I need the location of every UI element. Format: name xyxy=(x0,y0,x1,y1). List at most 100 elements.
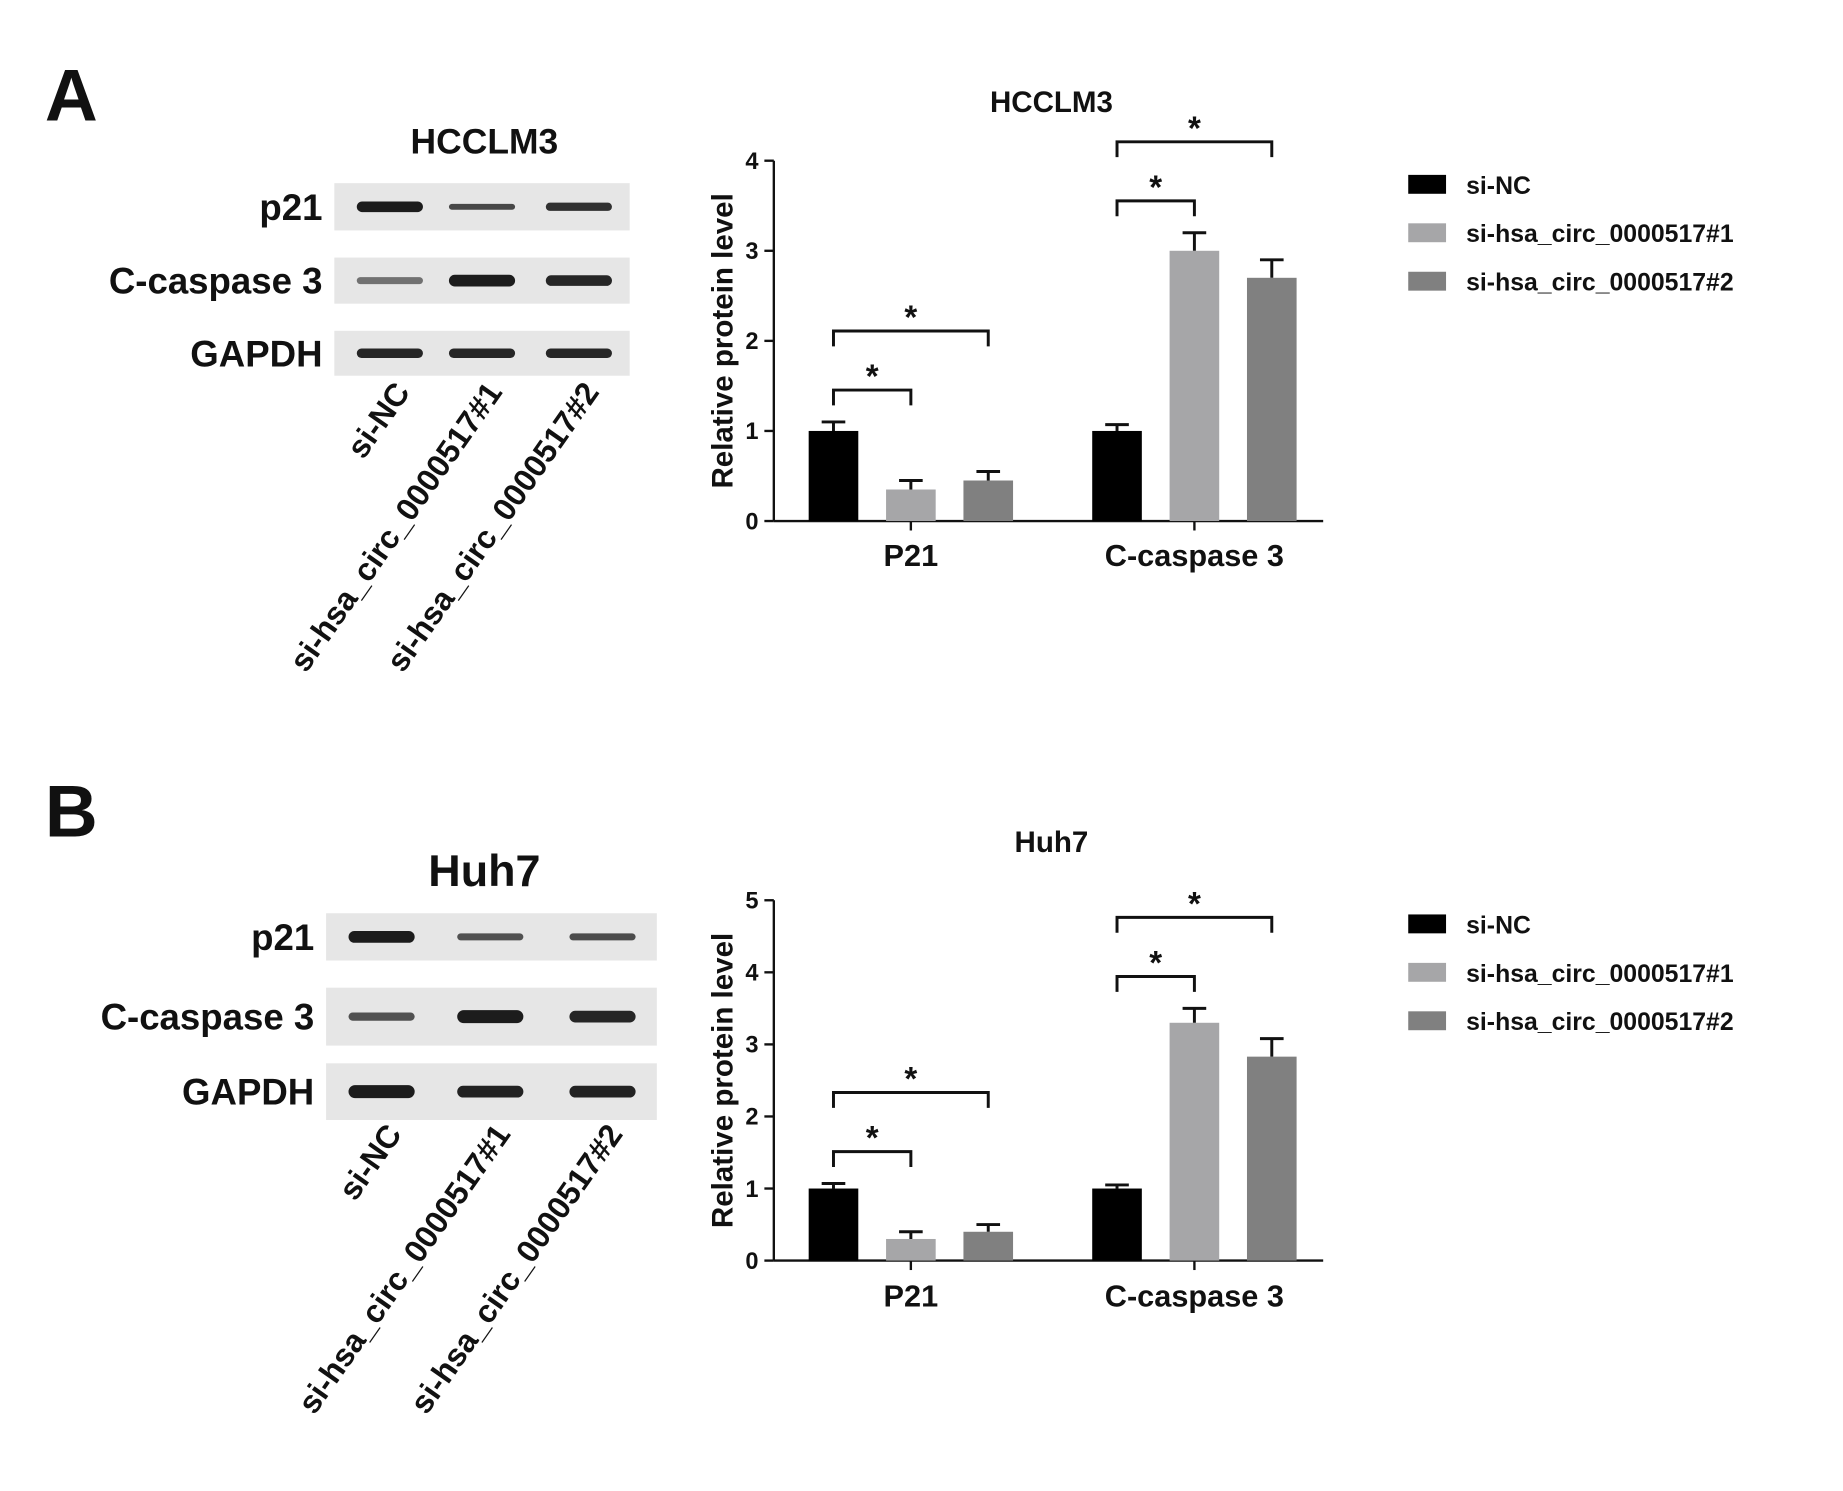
legend-swatch xyxy=(1408,223,1447,243)
error-bar xyxy=(976,1223,1001,1232)
y-tick-label: 2 xyxy=(745,1105,758,1131)
bar xyxy=(963,480,1014,522)
x-tick-label: P21 xyxy=(884,538,939,573)
error-bar xyxy=(899,479,923,490)
y-tick-label: 5 xyxy=(745,889,758,915)
blot-band xyxy=(348,1085,415,1099)
blot-band xyxy=(356,201,423,213)
significance-label: * xyxy=(904,1061,917,1098)
error-bar xyxy=(1182,1006,1207,1023)
blot-lane-label: si-hsa_circ_0000517#2 xyxy=(403,1118,630,1420)
error-bar xyxy=(976,470,1001,481)
significance-label: * xyxy=(1188,886,1201,923)
error-bar xyxy=(899,1230,923,1239)
bar xyxy=(1092,1188,1142,1261)
blot-band xyxy=(348,1012,415,1021)
legend-label: si-hsa_circ_0000517#1 xyxy=(1466,961,1734,988)
y-tick-label: 4 xyxy=(745,149,758,175)
blot-band xyxy=(348,930,415,943)
blot-band xyxy=(545,202,612,211)
blot-row-label: p21 xyxy=(259,187,322,228)
y-tick-label: 3 xyxy=(745,239,758,265)
significance-label: * xyxy=(1188,110,1201,147)
blot-lane-label: si-NC xyxy=(340,376,417,465)
legend-swatch xyxy=(1408,914,1447,934)
y-tick-label: 4 xyxy=(745,961,758,987)
significance-bracket xyxy=(832,1150,913,1167)
significance-bracket xyxy=(1115,140,1274,158)
blot-band xyxy=(569,933,636,941)
y-axis-label: Relative protein level xyxy=(706,933,739,1228)
error-bar xyxy=(1105,423,1129,431)
legend-swatch xyxy=(1408,962,1447,982)
significance-label: * xyxy=(1149,170,1162,207)
blot-band xyxy=(545,348,612,358)
y-tick-label: 2 xyxy=(745,329,758,355)
blot-band xyxy=(356,277,423,285)
bar xyxy=(1246,277,1297,522)
panel-letter: A xyxy=(45,55,98,137)
legend-swatch xyxy=(1408,1011,1447,1031)
blot-title: HCCLM3 xyxy=(411,122,559,162)
y-tick-label: 1 xyxy=(745,419,758,445)
bar xyxy=(808,430,859,522)
blot-band xyxy=(569,1010,636,1023)
bar xyxy=(1246,1056,1297,1261)
blot-row-label: C-caspase 3 xyxy=(109,261,323,302)
x-tick-label: C-caspase 3 xyxy=(1105,538,1284,573)
bar xyxy=(886,489,936,522)
y-tick-label: 0 xyxy=(745,1249,758,1275)
legend-label: si-NC xyxy=(1466,912,1531,939)
error-bar xyxy=(1259,258,1284,278)
significance-bracket xyxy=(832,388,913,406)
error-bar xyxy=(821,420,846,431)
bar xyxy=(886,1238,936,1261)
blot-row-label: p21 xyxy=(251,917,314,958)
chart-title: Huh7 xyxy=(1015,826,1089,859)
legend-label: si-NC xyxy=(1466,173,1531,200)
bar xyxy=(1169,1022,1220,1261)
significance-bracket xyxy=(1115,974,1196,992)
blot-band xyxy=(457,1010,524,1024)
legend-label: si-hsa_circ_0000517#1 xyxy=(1466,221,1734,248)
significance-label: * xyxy=(866,359,879,396)
bar xyxy=(808,1188,859,1261)
blot-lane-label: si-NC xyxy=(331,1118,408,1207)
bar xyxy=(963,1231,1014,1261)
significance-bracket xyxy=(832,329,990,347)
blot-title: Huh7 xyxy=(428,845,540,896)
blot-band xyxy=(448,203,516,210)
x-tick-label: C-caspase 3 xyxy=(1105,1279,1284,1314)
x-tick-label: P21 xyxy=(884,1279,939,1314)
error-bar xyxy=(1182,231,1207,251)
significance-label: * xyxy=(904,300,917,337)
panel-letter: B xyxy=(45,770,98,852)
chart-title: HCCLM3 xyxy=(990,86,1113,119)
legend-swatch xyxy=(1408,271,1447,291)
error-bar xyxy=(1259,1037,1284,1057)
y-tick-label: 0 xyxy=(745,509,758,535)
significance-bracket xyxy=(832,1091,990,1108)
y-axis-label: Relative protein level xyxy=(706,193,739,488)
blot-band xyxy=(545,275,612,286)
blot-row-label: GAPDH xyxy=(182,1072,314,1113)
legend-swatch xyxy=(1408,174,1447,194)
significance-label: * xyxy=(866,1120,879,1157)
bar xyxy=(1092,430,1142,522)
blot-band xyxy=(569,1085,636,1098)
error-bar xyxy=(821,1182,846,1189)
blot-band xyxy=(457,1085,524,1098)
blot-row-label: C-caspase 3 xyxy=(101,997,315,1038)
y-tick-label: 1 xyxy=(745,1177,758,1203)
blot-row-label: GAPDH xyxy=(190,333,322,374)
significance-bracket xyxy=(1115,199,1196,217)
blot-band xyxy=(457,933,524,941)
y-tick-label: 3 xyxy=(745,1033,758,1059)
legend-label: si-hsa_circ_0000517#2 xyxy=(1466,1009,1734,1036)
blot-band xyxy=(448,274,516,287)
error-bar xyxy=(1105,1183,1129,1189)
blot-band xyxy=(356,348,423,358)
blot-band xyxy=(448,348,516,358)
significance-bracket xyxy=(1115,915,1274,933)
